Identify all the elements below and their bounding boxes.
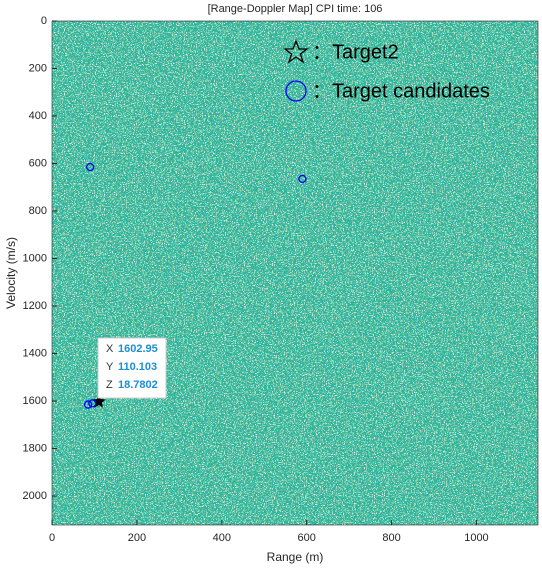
candidate-circle (298, 174, 307, 184)
heatmap-background (52, 21, 538, 525)
y-tick-label: 2000 (23, 490, 47, 502)
y-tick-label: 1200 (23, 300, 47, 312)
x-tick-label: 1000 (464, 532, 488, 544)
datatip-key: X (106, 343, 114, 355)
datatip-box (97, 337, 167, 399)
x-tick-label: 400 (213, 532, 231, 544)
candidate-circle (86, 162, 95, 172)
datatip-value: 1602.95 (118, 343, 158, 355)
legend-label: ：Target candidates (312, 80, 490, 102)
y-axis-label: Velocity (m/s) (4, 237, 18, 309)
datatip-key: Z (106, 379, 113, 391)
datatip: X 1602.95 Y 110.103 Z 18.7802 (97, 337, 167, 399)
y-tick-label: 400 (29, 110, 47, 122)
y-tick-label: 0 (41, 15, 47, 27)
y-tick-label: 200 (29, 62, 47, 74)
x-tick-label: 800 (382, 532, 400, 544)
datatip-value: 18.7802 (118, 379, 158, 391)
chart-title: [Range-Doppler Map] CPI time: 106 (208, 3, 383, 15)
y-tick-label: 1800 (23, 442, 47, 454)
x-tick-label: 0 (49, 532, 55, 544)
y-tick-label: 600 (29, 157, 47, 169)
x-axis-label: Range (m) (267, 550, 324, 564)
legend-circle (285, 80, 307, 102)
y-tick-label: 1400 (23, 347, 47, 359)
plot-frame (51, 20, 539, 526)
y-tick-label: 1600 (23, 395, 47, 407)
datatip-key: Y (106, 361, 114, 373)
x-tick-label: 600 (297, 532, 315, 544)
legend-star (283, 39, 309, 64)
legend: ：Target2 ：Target candidates (283, 39, 490, 102)
y-tick-label: 800 (29, 205, 47, 217)
candidate-circle (88, 399, 97, 408)
datatip-value: 110.103 (118, 361, 157, 373)
candidate-circle (83, 400, 93, 409)
x-tick-label: 200 (128, 532, 146, 544)
y-tick-label: 1000 (23, 252, 47, 264)
legend-label: ：Target2 (312, 41, 399, 63)
